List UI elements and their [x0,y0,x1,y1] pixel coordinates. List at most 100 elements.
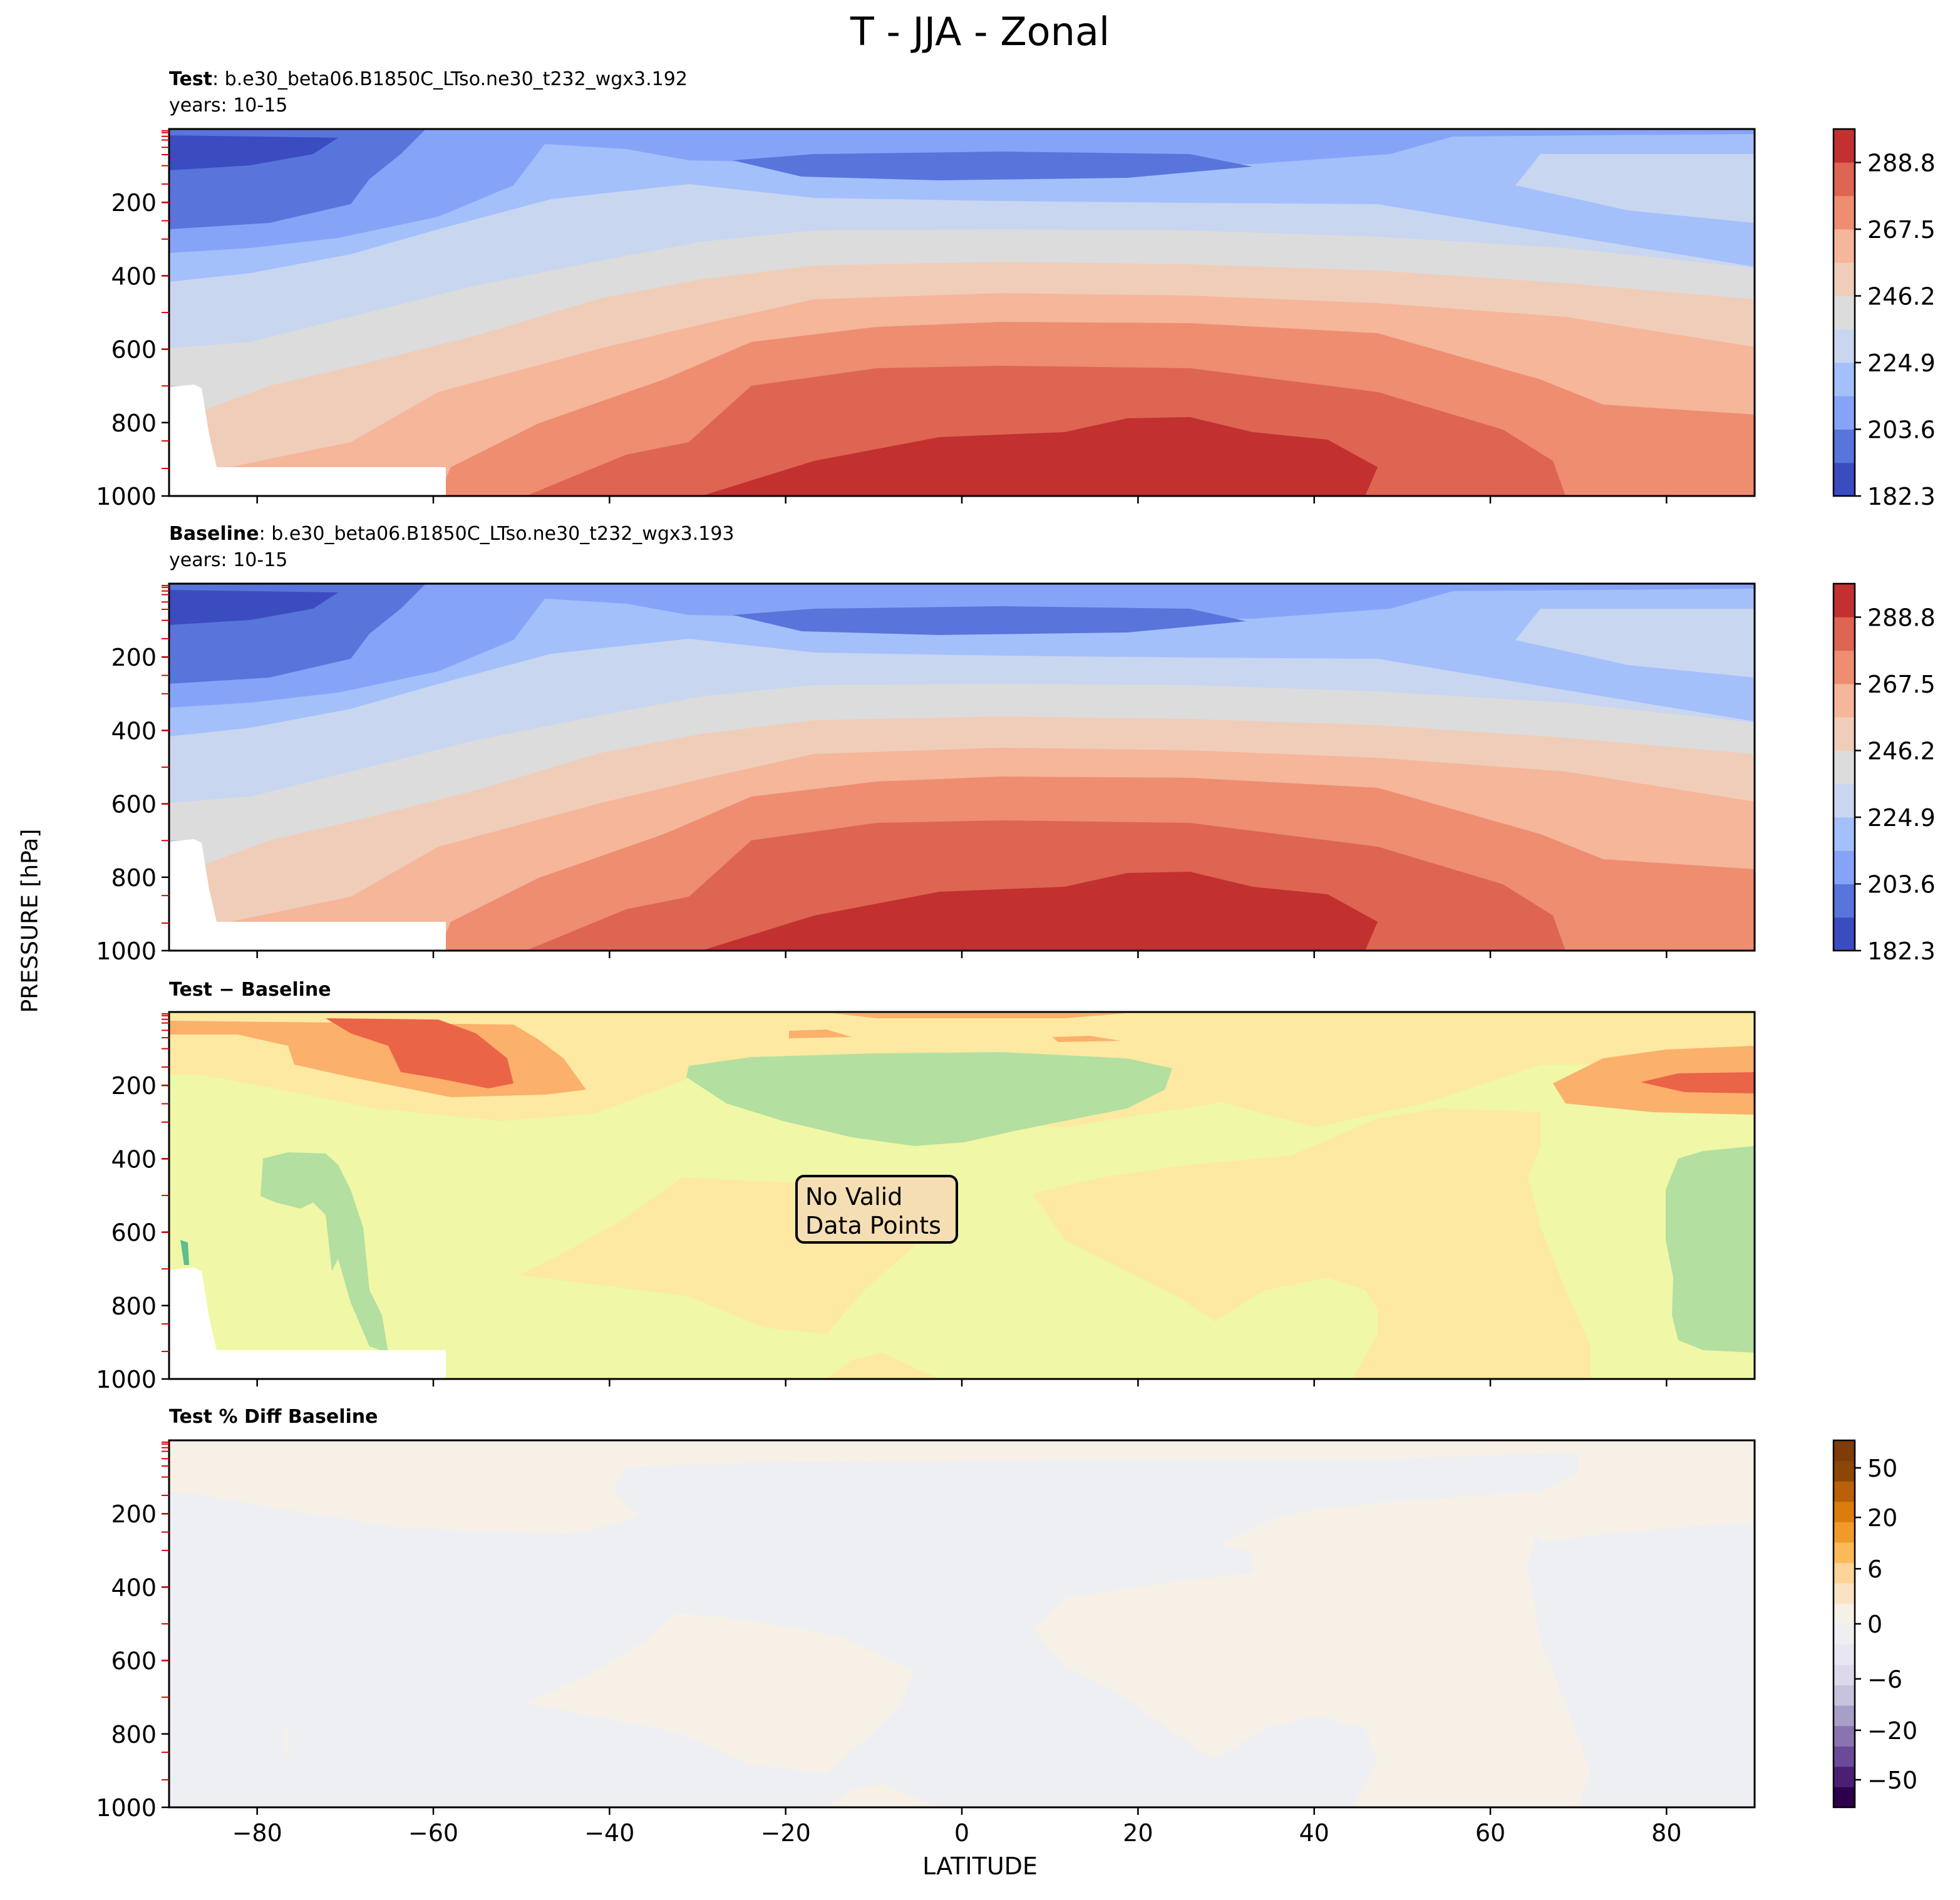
panel-title-test: Test: b.e30_beta06.B1850C_LTso.ne30_t232… [169,66,688,119]
figure-title: T - JJA - Zonal [850,9,1110,54]
diff-region-top-orange-bits [789,1013,1127,1042]
contour-test [169,129,1755,496]
diff-region-red-right [1641,1072,1755,1093]
y-tick-label: 1000 [96,937,157,965]
colorbar-segment [1834,850,1855,884]
panel-subtitle-test: years: 10-15 [169,95,288,116]
colorbar-tick-label: 203.6 [1867,871,1936,899]
y-tick-label: 400 [111,1145,157,1173]
no-valid-data-annotation: No Valid Data Points [795,1175,958,1244]
x-tick-label: −20 [761,1819,811,1847]
pct-colorbar-segment [1834,1440,1855,1462]
pct-colorbar-segment [1834,1624,1855,1645]
colorbar-tick-label: 267.5 [1867,671,1936,698]
y-tick-label: 800 [111,1721,157,1748]
colorbar-segment [1834,717,1855,751]
colorbar-segment [1834,617,1855,651]
temp-missing-mask [169,385,446,496]
no-valid-line-1: No Valid [805,1183,903,1211]
colorbar-segment [1834,884,1855,918]
x-tick-label: −80 [232,1819,282,1847]
x-tick-label: 20 [1123,1819,1153,1847]
pct-colorbar-segment [1834,1766,1855,1787]
temp-band-6 [701,417,1378,496]
pct-colorbar-segment [1834,1685,1855,1706]
axes-layer: 2004006008001000200400600800100020040060… [96,128,1936,1847]
diff-region-red-left [326,1018,513,1088]
pct-region-cream-mid-right [1033,1490,1591,1807]
pct-region-cream-bottom [827,1784,939,1807]
diff-region-green-left [260,1152,388,1353]
panel-title-test-case: : b.e30_beta06.B1850C_LTso.ne30_t232_wgx… [212,68,688,90]
colorbar-segment [1834,817,1855,851]
temp-cold-band-1 [169,584,1755,736]
y-tick-label: 600 [111,336,157,364]
diff-region-peach-mid-right [1033,1108,1591,1379]
pct-colorbar-segment [1834,1582,1855,1604]
pct-colorbar-tick-label: 50 [1867,1455,1897,1482]
x-tick-label: 0 [954,1819,969,1847]
x-axis-label: LATITUDE [922,1852,1038,1880]
panel-title-baseline: Baseline: b.e30_beta06.B1850C_LTso.ne30_… [169,521,735,574]
panel-title-test-label: Test [169,68,213,90]
y-tick-label: 600 [111,791,157,818]
panel-title-baseline-case: : b.e30_beta06.B1850C_LTso.ne30_t232_wgx… [259,523,735,545]
temp-band-6 [701,872,1378,951]
colorbar-tick-label: 288.8 [1867,150,1936,177]
y-tick-label: 600 [111,1648,157,1675]
colorbar-segment [1834,162,1855,197]
pct-colorbar-tick-label: −6 [1867,1666,1902,1693]
contour-diff [169,1012,1755,1379]
temp-cold-band-3 [169,584,1246,684]
colorbar-segment [1834,362,1855,396]
pct-colorbar-tick-label: −20 [1867,1717,1917,1745]
colorbar-tick-label: 182.3 [1867,937,1936,965]
pct-colorbar-segment [1834,1725,1855,1747]
colorbar-segment [1834,750,1855,785]
colorbar-segment [1834,683,1855,718]
colorbar-tick-label: 224.9 [1867,349,1936,377]
pct-colorbar-segment [1834,1603,1855,1624]
panel-title-diff: Test − Baseline [169,977,331,1003]
temp-cold-band-1 [169,129,1755,282]
diff-region-peach-bottom [827,1353,939,1379]
pct-colorbar-segment [1834,1644,1855,1665]
colorbar-segment [1834,584,1855,617]
colorbar-segment [1834,396,1855,430]
y-tick-label: 600 [111,1219,157,1247]
pct-colorbar-segment [1834,1522,1855,1543]
y-tick-label: 400 [111,717,157,745]
pct-colorbar-tick-label: 6 [1867,1556,1882,1583]
x-tick-label: 80 [1651,1819,1681,1847]
colorbar-segment [1834,429,1855,463]
colorbar-segment [1834,783,1855,818]
x-tick-label: 40 [1299,1819,1329,1847]
diff-missing-data-mask [169,1268,446,1379]
contour-pctdiff [169,1440,1755,1807]
colorbar-segment [1834,229,1855,263]
diff-region-green-center [686,1052,1172,1146]
colorbar-frame [1832,582,1856,952]
no-valid-line-2: Data Points [805,1212,941,1239]
pct-region-cream-small [283,1728,289,1755]
colorbar-tick-label: 203.6 [1867,416,1936,444]
y-tick-label: 1000 [96,1366,157,1393]
colorbar-tick-label: 246.2 [1867,738,1936,765]
colorbar-frame [1832,128,1856,497]
diff-region-green-right [1666,1146,1755,1353]
panel-title-pctdiff-label: Test % Diff Baseline [169,1406,378,1428]
colorbar-tick-label: 224.9 [1867,804,1936,832]
x-tick-label: −60 [408,1819,458,1847]
pct-colorbar-tick-label: −50 [1867,1767,1917,1794]
colorbar-segment [1834,650,1855,684]
temp-cold-band-4 [169,590,338,625]
pct-colorbar-segment [1834,1542,1855,1563]
panel-subtitle-baseline: years: 10-15 [169,549,288,571]
panel-title-diff-label: Test − Baseline [169,979,331,1001]
pct-colorbar-segment [1834,1665,1855,1686]
colorbar-segment [1834,296,1855,330]
y-tick-label: 400 [111,262,157,290]
colorbar-segment [1834,917,1855,951]
pct-colorbar-segment [1834,1705,1855,1727]
pct-colorbar-segment [1834,1460,1855,1482]
